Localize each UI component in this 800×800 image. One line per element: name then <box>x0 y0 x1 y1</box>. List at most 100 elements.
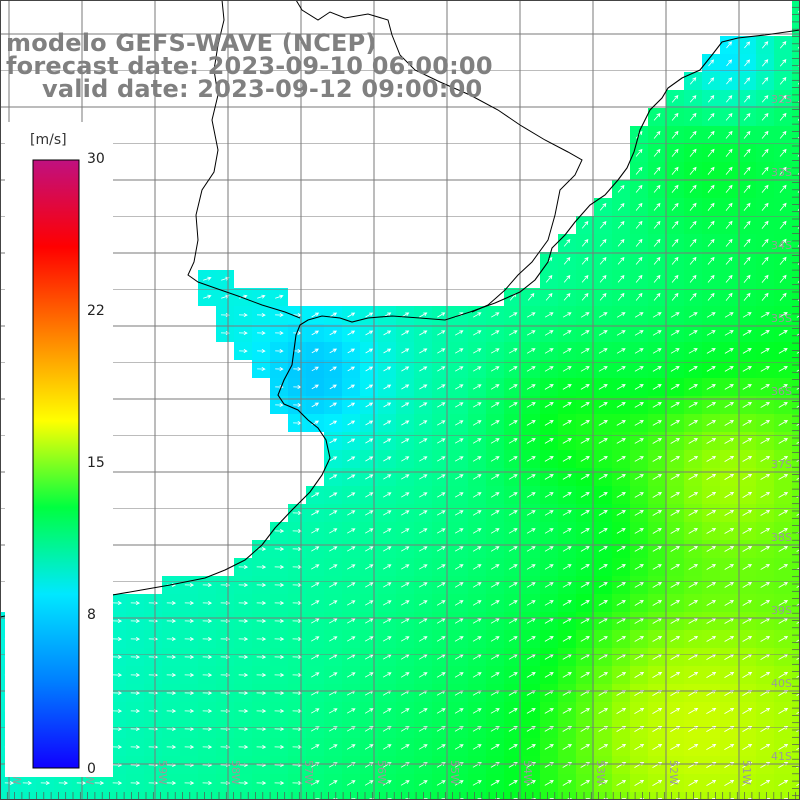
wind-arrow <box>112 745 123 750</box>
wind-arrow <box>472 366 482 372</box>
wind-arrow <box>562 402 572 408</box>
wind-arrow <box>617 274 625 283</box>
wind-arrow <box>436 546 446 552</box>
wind-arrow <box>472 456 482 462</box>
wind-arrow <box>436 762 446 768</box>
wind-arrow <box>580 348 590 354</box>
wind-arrow <box>365 438 374 444</box>
wind-cell <box>594 792 612 800</box>
wind-arrow <box>760 330 770 336</box>
wind-arrow <box>688 528 699 534</box>
wind-arrow <box>562 438 572 444</box>
wind-arrow <box>383 420 392 426</box>
wind-cell <box>792 774 800 792</box>
wind-arrow <box>724 455 735 462</box>
wind-arrow <box>436 384 446 390</box>
wind-arrow <box>544 456 554 462</box>
wind-arrow <box>526 312 536 318</box>
wind-arrow <box>418 546 428 552</box>
wind-arrow <box>490 348 500 354</box>
wind-arrow <box>725 148 733 157</box>
wind-arrow <box>472 744 482 750</box>
wind-arrow <box>634 312 644 318</box>
wind-arrow <box>347 474 356 480</box>
wind-arrow <box>472 492 482 498</box>
wind-arrow <box>382 708 392 714</box>
wind-arrow <box>436 780 446 786</box>
wind-arrow <box>490 510 500 516</box>
wind-cell <box>792 198 800 216</box>
wind-arrow <box>364 708 374 714</box>
wind-arrow <box>706 366 716 372</box>
wind-arrow <box>778 671 789 678</box>
wind-arrow <box>743 220 751 229</box>
wind-arrow <box>653 130 661 139</box>
wind-arrow <box>490 474 500 480</box>
wind-arrow <box>508 564 518 570</box>
colorbar-tick-15: 15 <box>87 455 105 471</box>
wind-arrow <box>311 330 320 336</box>
wind-arrow <box>616 780 627 786</box>
wind-arrow <box>761 59 769 67</box>
lat-label: 32S <box>771 93 792 106</box>
wind-arrow <box>454 456 464 462</box>
wind-arrow <box>544 438 554 444</box>
wind-arrow <box>347 492 356 498</box>
wind-arrow <box>238 673 249 678</box>
wind-arrow <box>688 779 699 786</box>
wind-arrow <box>275 312 284 318</box>
wind-arrow <box>707 202 715 211</box>
wind-cell <box>54 792 72 800</box>
wind-arrow <box>761 274 769 283</box>
wind-arrow <box>760 564 771 570</box>
wind-arrow <box>652 546 662 552</box>
wind-cell <box>414 792 432 800</box>
wind-arrow <box>652 492 663 498</box>
wind-arrow <box>329 348 338 354</box>
wind-arrow <box>508 636 518 642</box>
colorbar-tick-30: 30 <box>87 151 105 167</box>
wind-arrow <box>707 274 715 283</box>
wind-arrow <box>310 708 320 714</box>
wind-arrow <box>526 420 536 426</box>
wind-cell <box>792 720 800 738</box>
wind-arrow <box>544 330 554 336</box>
wind-arrow <box>490 492 500 498</box>
wind-arrow <box>346 528 356 534</box>
wind-cell <box>792 522 800 540</box>
wind-arrow <box>544 402 554 408</box>
wind-arrow <box>761 112 769 121</box>
wind-arrow <box>779 256 787 265</box>
wind-arrow <box>472 384 482 390</box>
wind-arrow <box>454 546 464 552</box>
wind-arrow <box>580 582 590 588</box>
wind-arrow <box>796 621 800 624</box>
wind-arrow <box>112 673 123 678</box>
wind-arrow <box>598 384 608 390</box>
wind-arrow <box>760 671 771 678</box>
wind-arrow <box>761 77 769 85</box>
wind-arrow <box>490 330 500 336</box>
wind-arrow <box>653 166 661 175</box>
wind-cell <box>288 792 306 800</box>
wind-cell <box>792 666 800 684</box>
wind-arrow <box>544 636 554 642</box>
wind-arrow <box>364 654 374 660</box>
wind-arrow <box>490 582 500 588</box>
wind-arrow <box>616 492 626 498</box>
wind-arrow <box>670 330 680 336</box>
wind-cell <box>306 792 324 800</box>
wind-arrow <box>688 438 699 444</box>
wind-arrow <box>796 729 800 732</box>
wind-arrow <box>454 474 464 480</box>
wind-arrow <box>311 492 320 498</box>
wind-arrow <box>742 348 752 354</box>
wind-cell <box>792 234 800 252</box>
wind-arrow <box>437 312 446 318</box>
wind-arrow <box>724 330 734 336</box>
wind-arrow <box>598 600 608 606</box>
wind-cell <box>792 0 800 18</box>
wind-arrow <box>726 59 733 67</box>
wind-arrow <box>724 743 735 750</box>
wind-arrow <box>238 781 249 786</box>
